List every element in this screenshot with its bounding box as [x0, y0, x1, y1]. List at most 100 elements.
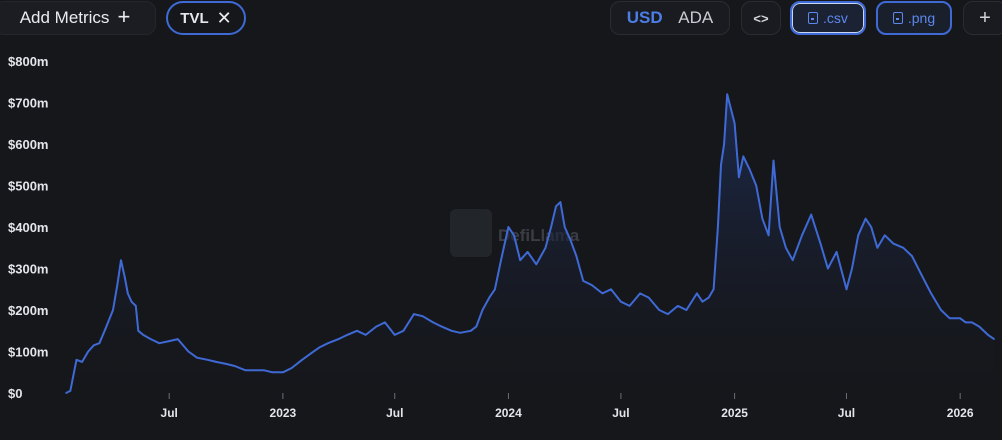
file-icon: [808, 12, 819, 24]
tvl-data-point: [639, 292, 641, 295]
tvl-data-point: [327, 342, 329, 345]
tvl-data-point: [601, 292, 604, 295]
csv-label: .csv: [823, 10, 848, 26]
tvl-data-point: [761, 217, 764, 220]
tvl-data-point: [835, 251, 838, 253]
y-tick-label: $500m: [8, 179, 48, 194]
tvl-data-point: [69, 390, 72, 392]
tvl-data-point: [475, 325, 478, 328]
y-tick-label: $800m: [8, 54, 48, 69]
embed-code-button[interactable]: <>: [741, 1, 781, 35]
tvl-data-point: [104, 327, 107, 330]
tvl-data-point: [137, 330, 140, 332]
x-tick-label: Jul: [161, 406, 178, 420]
file-icon: [892, 12, 903, 24]
tvl-data-point: [440, 325, 443, 328]
currency-option-usd[interactable]: USD: [626, 8, 663, 27]
x-axis: Jul 2023 Jul 2024 Jul 2025 Jul 2026: [161, 393, 974, 420]
tvl-data-point: [301, 359, 303, 361]
tvl-data-point: [526, 251, 529, 253]
llama-logo-icon: [450, 209, 492, 257]
tvl-data-point: [559, 201, 562, 203]
tvl-data-point: [876, 247, 879, 249]
tvl-data-point: [591, 284, 593, 286]
y-tick-label: $600m: [8, 137, 48, 152]
tvl-data-points: [65, 93, 995, 394]
y-tick-label: $300m: [8, 262, 48, 277]
y-tick-label: $200m: [8, 303, 48, 318]
tvl-data-point: [253, 369, 255, 372]
tvl-data-point: [563, 226, 566, 228]
tvl-data-point: [785, 247, 787, 249]
tvl-area: [66, 94, 995, 393]
tvl-data-point: [772, 159, 775, 162]
tvl-data-point: [550, 226, 552, 228]
tvl-data-point: [187, 350, 190, 353]
currency-option-ada[interactable]: ADA: [678, 8, 714, 27]
tvl-data-point: [575, 255, 578, 257]
tvl-data-point: [857, 234, 859, 237]
tvl-data-point: [647, 296, 650, 299]
tvl-data-point: [271, 371, 274, 374]
tvl-data-point: [535, 263, 538, 266]
tvl-data-point: [712, 288, 715, 291]
tvl-data-point: [987, 334, 989, 336]
tvl-data-point: [318, 346, 321, 349]
more-button[interactable]: +: [963, 1, 1002, 35]
tvl-data-point: [356, 330, 358, 332]
add-metrics-label: Add Metrics: [19, 8, 110, 27]
tvl-data-point: [432, 321, 434, 324]
tvl-data-point: [801, 234, 803, 237]
y-tick-label: $100m: [8, 345, 48, 360]
tvl-data-point: [130, 300, 133, 303]
download-csv-button[interactable]: .csv: [790, 1, 866, 35]
tvl-data-point: [723, 143, 725, 145]
tvl-data-point: [494, 288, 496, 291]
x-tick-label: 2026: [947, 406, 974, 420]
tvl-data-point: [884, 234, 886, 237]
add-metrics-button[interactable]: Add Metrics +: [0, 1, 156, 35]
tvl-data-point: [81, 361, 83, 363]
tvl-data-point: [65, 392, 67, 394]
tvl-data-point: [870, 226, 872, 228]
chart-toolbar: Add Metrics + TVL ✕ USD ADA <> .csv .png…: [0, 0, 1002, 40]
tvl-data-point: [964, 321, 967, 324]
close-icon[interactable]: ✕: [216, 8, 232, 28]
tvl-data-point: [233, 365, 236, 367]
tvl-data-point: [225, 363, 227, 365]
download-png-button[interactable]: .png: [876, 1, 952, 35]
tvl-data-point: [346, 334, 349, 336]
tvl-data-point: [450, 330, 453, 332]
tvl-data-point: [726, 93, 728, 95]
tvl-data-point: [262, 369, 265, 372]
tvl-data-point: [206, 359, 209, 361]
tvl-data-point: [470, 330, 472, 332]
tvl-data-point: [864, 217, 867, 220]
tvl-data-point: [87, 350, 89, 353]
x-tick-label: Jul: [838, 406, 855, 420]
tvl-data-point: [902, 247, 905, 249]
tvl-data-point: [158, 342, 161, 345]
x-tick-label: 2025: [721, 406, 748, 420]
currency-toggle: USD ADA: [610, 1, 730, 35]
tvl-data-point: [98, 342, 101, 345]
x-tick-label: 2023: [270, 406, 297, 420]
tvl-data-point: [282, 371, 284, 374]
tvl-data-point: [892, 242, 895, 245]
tvl-data-point: [851, 267, 853, 270]
tvl-data-point: [827, 267, 829, 270]
y-tick-label: $400m: [8, 220, 48, 235]
tvl-data-point: [701, 300, 704, 303]
tvl-data-point: [791, 259, 794, 261]
plus-icon: +: [979, 6, 991, 29]
tvl-data-point: [93, 344, 95, 347]
metric-chip-label: TVL: [180, 9, 209, 27]
metric-chip-tvl[interactable]: TVL ✕: [166, 1, 246, 35]
png-label: .png: [907, 10, 936, 26]
tvl-data-point: [384, 321, 386, 324]
tvl-chart: DefiLlama $0$100m$200m$300m$400m$500m$60…: [8, 54, 995, 420]
tvl-data-point: [135, 305, 137, 307]
tvl-data-point: [544, 247, 547, 249]
tvl-data-point: [778, 226, 781, 228]
y-axis: $0 $100m $200m $300m $400m $500m $600m $700m $80…: [8, 54, 48, 401]
